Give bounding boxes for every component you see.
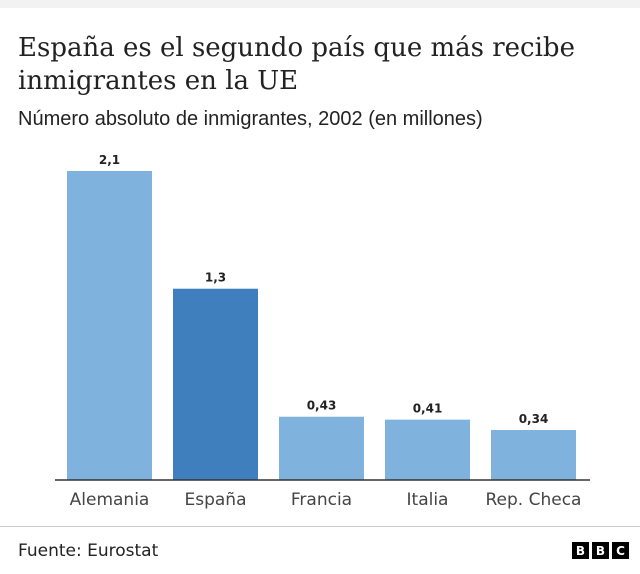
- source-note: Fuente: Eurostat: [18, 541, 159, 561]
- bar-chart: 2,1 Alemania 1,3 España 0,43 Francia 0,41 Itali…: [55, 153, 590, 510]
- bar-rep-checa: [491, 429, 576, 480]
- data-label: 2,1: [99, 153, 120, 167]
- bar-españa: [173, 288, 258, 480]
- top-rule: [0, 0, 640, 8]
- bbc-logo-letter: B: [592, 542, 609, 559]
- bbc-logo-letter: C: [612, 542, 629, 559]
- chart-subtitle: Número absoluto de inmigrantes, 2002 (en…: [18, 108, 483, 130]
- bbc-logo: B B C: [572, 542, 629, 559]
- chart-title: España es el segundo país que más recibe…: [18, 33, 575, 96]
- bar-francia: [279, 416, 364, 480]
- bbc-logo-letter: B: [572, 542, 589, 559]
- data-label: 0,41: [413, 402, 443, 416]
- data-label: 0,43: [307, 399, 337, 413]
- bar-italia: [385, 419, 470, 480]
- x-tick-label: España: [185, 490, 247, 510]
- data-label: 0,34: [519, 412, 549, 426]
- bar-alemania: [67, 171, 152, 480]
- bottom-rule: [0, 526, 640, 527]
- x-tick-label: Italia: [407, 490, 449, 510]
- x-tick-label: Francia: [291, 490, 352, 510]
- x-tick-label: Rep. Checa: [486, 490, 582, 510]
- data-label: 1,3: [205, 271, 226, 285]
- x-tick-label: Alemania: [70, 490, 150, 510]
